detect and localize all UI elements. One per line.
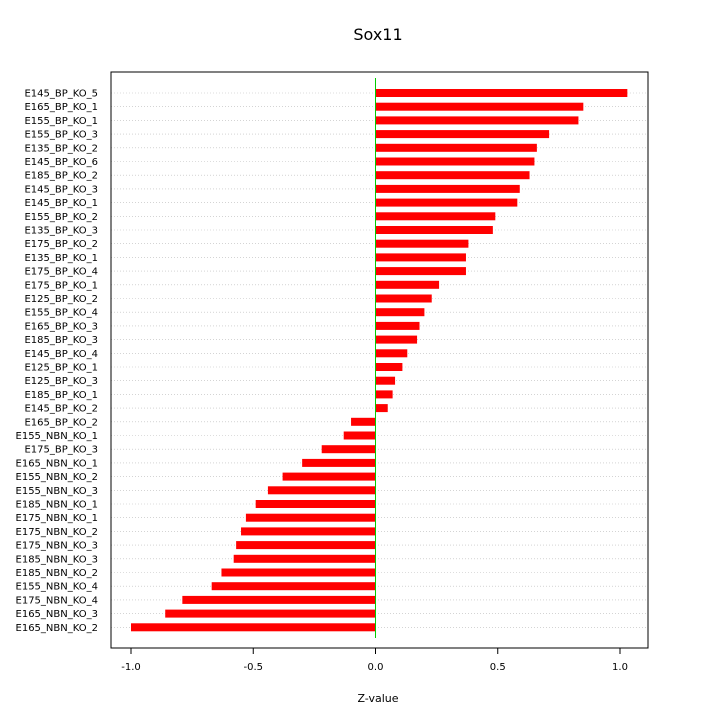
bar: [233, 554, 376, 563]
bar: [375, 267, 466, 276]
category-label: E155_NBN_KO_4: [16, 582, 98, 593]
category-label: E145_BP_KO_6: [24, 157, 98, 168]
bar: [375, 130, 550, 139]
category-label: E185_BP_KO_3: [24, 335, 98, 346]
category-label: E155_BP_KO_1: [24, 116, 98, 127]
category-label: E185_BP_KO_1: [24, 390, 98, 401]
bar: [375, 239, 469, 248]
bar: [375, 198, 518, 207]
category-label: E175_NBN_KO_1: [16, 513, 98, 524]
category-label: E125_BP_KO_3: [24, 376, 98, 387]
category-label: E185_NBN_KO_2: [16, 568, 98, 579]
x-tick-label: -1.0: [121, 662, 141, 673]
bar: [375, 335, 418, 344]
bar: [375, 184, 520, 193]
category-label: E185_BP_KO_2: [24, 171, 98, 182]
category-label: E145_BP_KO_2: [24, 404, 98, 415]
bar: [211, 582, 376, 591]
category-label: E175_BP_KO_2: [24, 239, 98, 250]
category-label: E175_BP_KO_4: [24, 267, 98, 278]
category-label: E135_BP_KO_1: [24, 253, 98, 264]
category-label: E175_BP_KO_3: [24, 445, 98, 456]
category-label: E135_BP_KO_2: [24, 143, 98, 154]
category-label: E175_BP_KO_1: [24, 280, 98, 291]
category-label: E155_NBN_KO_3: [16, 486, 98, 497]
category-label: E145_BP_KO_1: [24, 198, 98, 209]
bar: [375, 212, 496, 221]
category-labels: E145_BP_KO_5 E165_BP_KO_1 E155_BP_KO_1 E155…: [16, 89, 98, 634]
bar: [182, 595, 376, 604]
bar: [241, 527, 376, 536]
bar: [375, 349, 408, 358]
bar: [375, 89, 628, 97]
bar: [375, 363, 403, 371]
bar: [375, 321, 420, 330]
x-axis-label: Z-value: [357, 692, 398, 705]
bar: [375, 143, 537, 152]
bar: [375, 171, 530, 180]
category-label: E125_BP_KO_2: [24, 294, 98, 305]
bar: [255, 500, 376, 508]
bar: [321, 445, 376, 454]
bar: [375, 253, 466, 262]
category-label: E165_NBN_KO_3: [16, 609, 98, 620]
bar: [236, 541, 376, 550]
category-label: E175_NBN_KO_2: [16, 527, 98, 538]
bar: [131, 623, 376, 632]
category-label: E155_BP_KO_3: [24, 130, 98, 141]
category-label: E175_NBN_KO_4: [16, 595, 98, 606]
category-label: E145_BP_KO_3: [24, 184, 98, 195]
bar: [375, 226, 493, 234]
x-axis: -1.0 -0.5 0.0 0.5 1.0: [121, 647, 628, 673]
category-label: E135_BP_KO_3: [24, 226, 98, 237]
bar: [375, 157, 535, 166]
category-label: E165_BP_KO_2: [24, 417, 98, 428]
bar: [375, 102, 584, 111]
chart-title: Sox11: [353, 25, 402, 44]
bar: [282, 472, 376, 481]
category-label: E155_NBN_KO_2: [16, 472, 98, 483]
bar: [375, 280, 440, 289]
category-label: E125_BP_KO_1: [24, 363, 98, 374]
bar: [267, 486, 376, 495]
x-tick-label: 1.0: [612, 662, 628, 673]
bar: [375, 294, 432, 303]
bar: [302, 458, 376, 467]
category-label: E165_BP_KO_1: [24, 102, 98, 113]
bar: [375, 390, 393, 399]
bar: [375, 116, 579, 125]
bar: [221, 568, 376, 577]
x-tick-label: 0.5: [490, 662, 506, 673]
x-tick-label: 0.0: [368, 662, 384, 673]
category-label: E145_BP_KO_5: [24, 89, 98, 100]
category-label: E155_BP_KO_2: [24, 212, 98, 223]
grid-lines: [111, 92, 648, 628]
category-label: E175_NBN_KO_3: [16, 541, 98, 552]
bar: [351, 417, 376, 426]
x-tick-label: -0.5: [243, 662, 263, 673]
bar: [375, 308, 425, 317]
category-label: E155_BP_KO_4: [24, 308, 98, 319]
bar: [375, 376, 396, 385]
bars: [131, 89, 628, 632]
category-label: E185_NBN_KO_1: [16, 500, 98, 511]
category-label: E145_BP_KO_4: [24, 349, 98, 360]
bar: [245, 513, 376, 522]
category-label: E165_BP_KO_3: [24, 321, 98, 332]
category-label: E165_NBN_KO_2: [16, 623, 98, 634]
category-label: E165_NBN_KO_1: [16, 458, 98, 469]
bar: [165, 609, 376, 618]
category-label: E155_NBN_KO_1: [16, 431, 98, 442]
bar: [343, 431, 376, 440]
bar: [375, 404, 388, 413]
category-label: E185_NBN_KO_3: [16, 554, 98, 565]
